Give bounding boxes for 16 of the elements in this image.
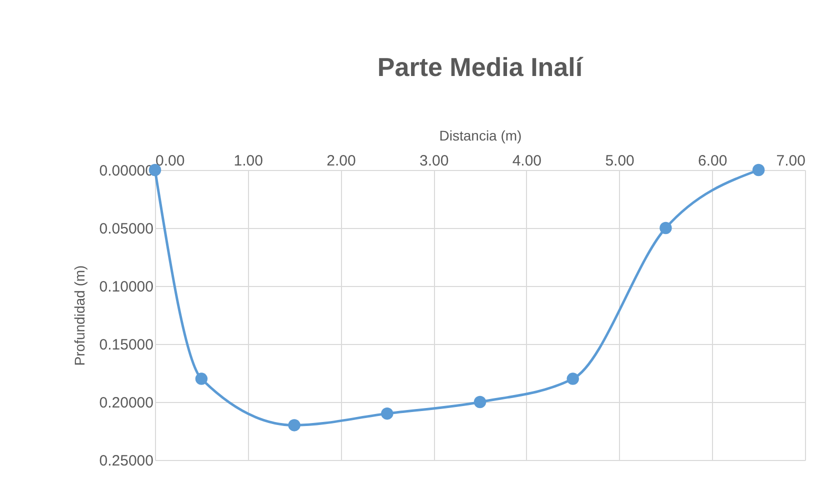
x-tick-label: 7.00 xyxy=(776,152,806,170)
x-tick-label: 6.00 xyxy=(698,152,728,170)
y-tick-label: 0.20000 xyxy=(99,394,154,412)
x-tick-label: 4.00 xyxy=(512,152,542,170)
y-tick-label: 0.15000 xyxy=(99,336,154,354)
x-tick-label: 0.00 xyxy=(156,152,185,170)
x-tick-label: 2.00 xyxy=(326,152,356,170)
x-tick-label: 3.00 xyxy=(419,152,449,170)
y-axis-title: Profundidad (m) xyxy=(71,265,88,366)
y-tick-label: 0.25000 xyxy=(99,452,154,470)
x-axis-title: Distancia (m) xyxy=(439,128,522,144)
chart-title: Parte Media Inalí xyxy=(377,52,584,82)
y-tick-label: 0.10000 xyxy=(99,278,154,296)
x-tick-label: 5.00 xyxy=(605,152,634,170)
x-tick-label: 1.00 xyxy=(234,152,263,170)
y-tick-label: 0.05000 xyxy=(99,220,154,238)
